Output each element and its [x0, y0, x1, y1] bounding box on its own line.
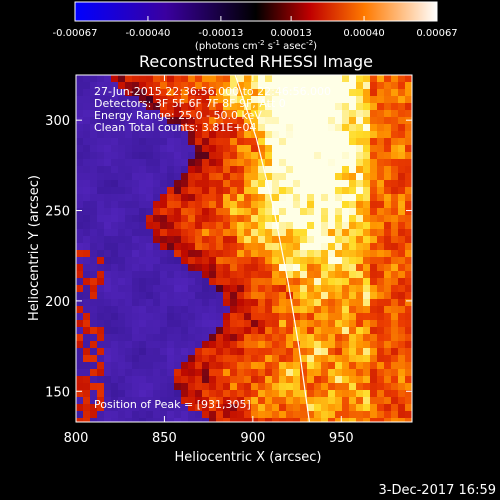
info-annotations: 27-Jun-2015 22:36:56.000 to 22:46:56.000…	[94, 85, 331, 134]
colorbar-ticks: -0.00067 -0.00040 -0.00013 0.00013 0.00040 0.…	[53, 16, 458, 39]
colorbar	[74, 1, 438, 22]
x-tick-label: 800	[64, 431, 89, 446]
plot-frame	[75, 74, 413, 423]
y-tick-label: 300	[45, 114, 70, 129]
footer-date: 3-Dec-2017 16:59	[379, 483, 497, 498]
heatmap-image	[76, 75, 412, 422]
colorbar-tick-label: 0.00067	[416, 28, 457, 39]
colorbar-tick-label: -0.00040	[125, 28, 170, 39]
info-line: 27-Jun-2015 22:36:56.000 to 22:46:56.000	[94, 85, 331, 98]
info-line: Detectors: 3F 5F 6F 7F 8F 9F, Att 0	[94, 97, 286, 110]
colorbar-tick-label: -0.00067	[53, 28, 98, 39]
solar-limb-curve	[234, 75, 310, 422]
peak-position-label: Position of Peak = [931,305]	[94, 398, 251, 411]
x-axis-label: Heliocentric X (arcsec)	[175, 450, 322, 465]
axis-ticks: 800 850 900 950 150 200 250 300	[45, 75, 412, 446]
y-tick-label: 150	[45, 385, 70, 400]
x-tick-label: 900	[240, 431, 265, 446]
x-tick-label: 850	[152, 431, 177, 446]
x-tick-label: 950	[329, 431, 354, 446]
colorbar-tick-label: 0.00040	[343, 28, 384, 39]
colorbar-tick-label: 0.00013	[270, 28, 311, 39]
info-line: Clean Total counts: 3.81E+04	[94, 121, 257, 134]
y-axis-label: Heliocentric Y (arcsec)	[27, 175, 42, 321]
colorbar-tick-label: -0.00013	[198, 28, 243, 39]
y-tick-label: 200	[45, 295, 70, 310]
y-tick-label: 250	[45, 205, 70, 220]
colorbar-unit: (photons cm-2 s-1 asec-2)	[195, 39, 317, 52]
chart-title: Reconstructed RHESSI Image	[139, 52, 373, 71]
info-line: Energy Range: 25.0 - 50.0 keV	[94, 109, 262, 122]
